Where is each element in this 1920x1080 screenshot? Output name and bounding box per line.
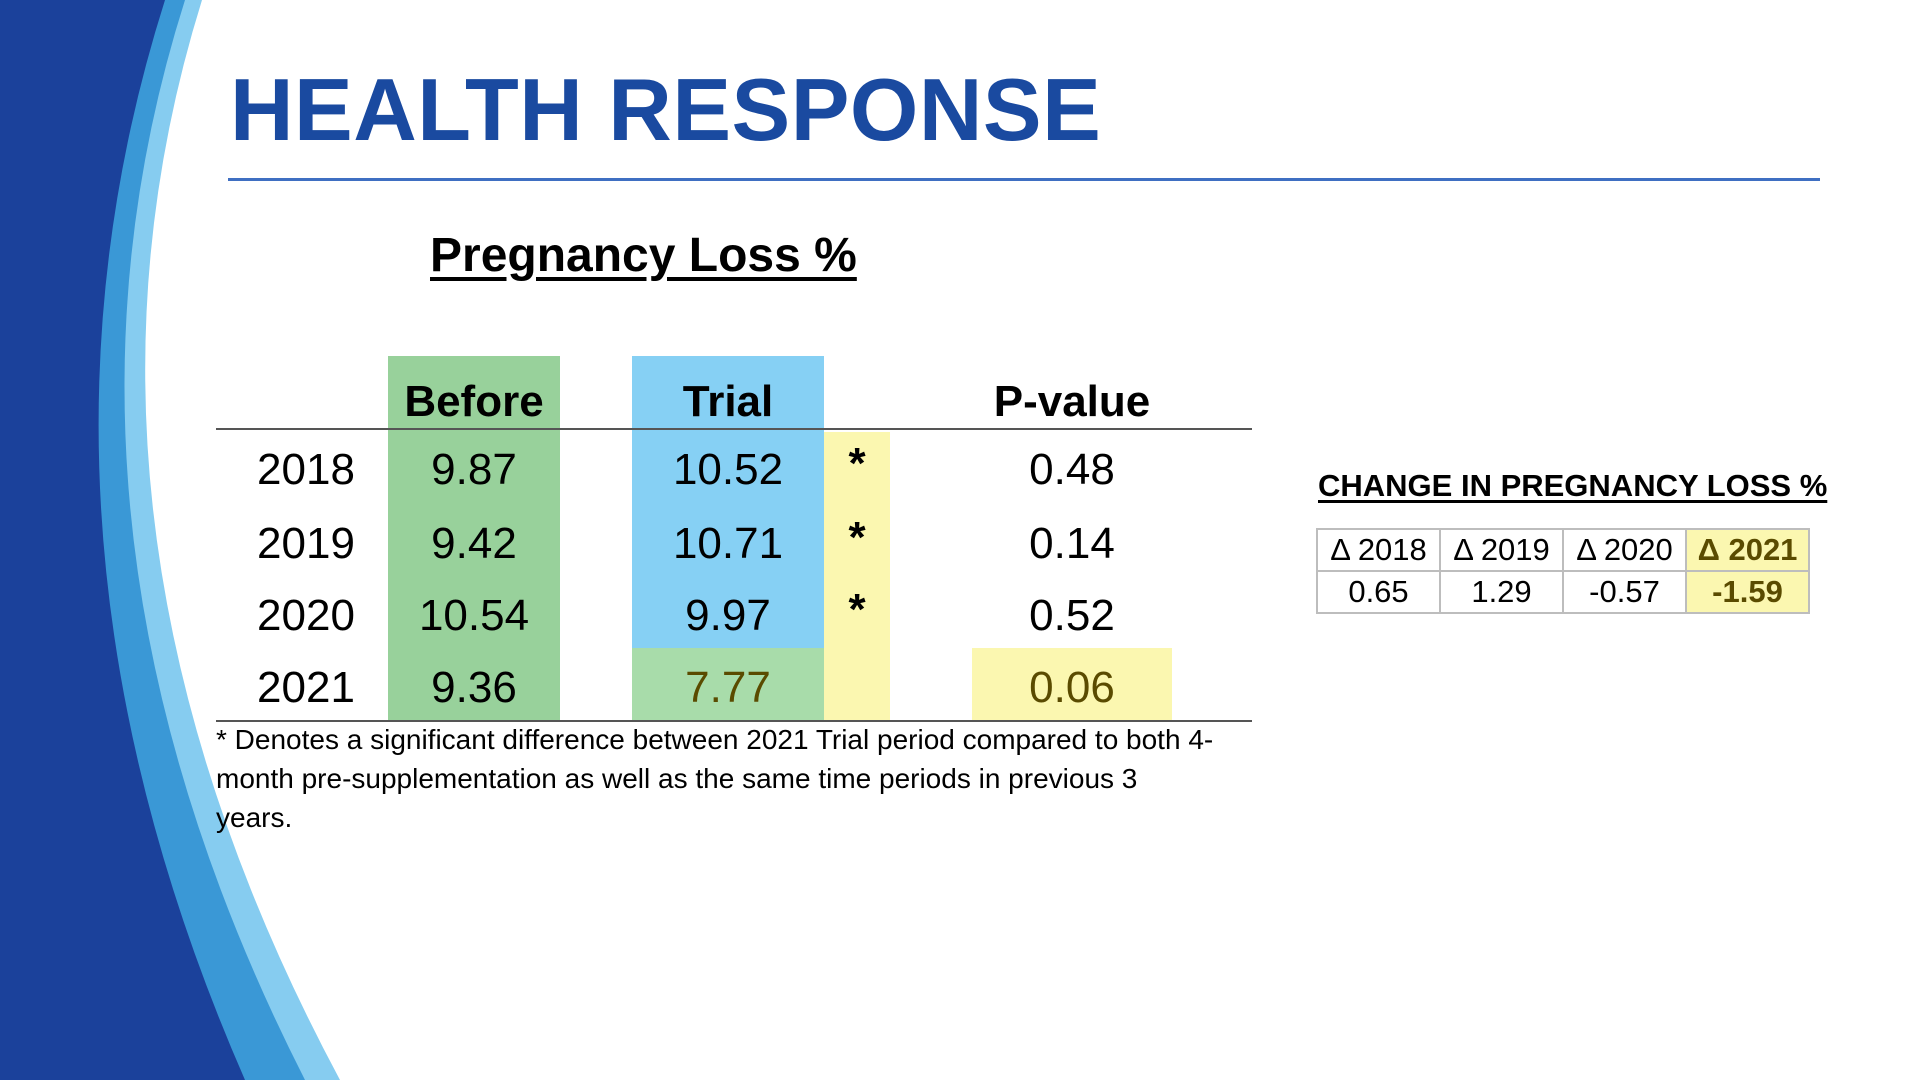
table-row: 2019 9.42 10.71 * 0.14	[216, 512, 1252, 584]
row-year: 2018	[257, 445, 355, 494]
table-header-row: Before Trial P-value	[216, 356, 1252, 428]
row-pvalue: 0.06	[1029, 663, 1115, 712]
row-year: 2020	[257, 591, 355, 640]
row-pvalue: 0.14	[1029, 519, 1115, 568]
table-row: 2020 10.54 9.97 * 0.52	[216, 584, 1252, 656]
change-value-2021: -1.59	[1685, 570, 1810, 614]
row-before-value: 10.54	[418, 591, 530, 640]
row-before-value: 9.36	[431, 663, 517, 712]
change-header-2019: Δ 2019	[1439, 528, 1564, 572]
trial-2021-highlight	[632, 648, 824, 720]
change-in-pregnancy-loss-table: Δ 2018 Δ 2019 Δ 2020 Δ 2021 0.65 1.29 -0…	[1316, 528, 1810, 614]
change-table-heading: CHANGE IN PREGNANCY LOSS %	[1318, 468, 1828, 503]
change-header-2018: Δ 2018	[1316, 528, 1441, 572]
table-row: 2018 9.87 10.52 * 0.48	[216, 438, 1252, 510]
pvalue-2021-highlight	[972, 648, 1172, 720]
significance-column-highlight	[824, 432, 890, 720]
row-trial-value: 7.77	[685, 663, 771, 712]
row-year: 2019	[257, 519, 355, 568]
header-pvalue: P-value	[993, 377, 1151, 426]
row-trial-value: 10.52	[672, 445, 784, 494]
pregnancy-loss-heading: Pregnancy Loss %	[430, 229, 857, 282]
header-rule	[216, 428, 1252, 430]
before-column-highlight	[388, 356, 560, 720]
change-header-2020: Δ 2020	[1562, 528, 1687, 572]
row-trial-value: 10.71	[672, 519, 784, 568]
significance-mark: *	[848, 513, 866, 562]
change-header-2021: Δ 2021	[1685, 528, 1810, 572]
row-year: 2021	[257, 663, 355, 712]
header-trial: Trial	[682, 377, 774, 426]
title-divider	[228, 178, 1820, 181]
change-value-row: 0.65 1.29 -0.57 -1.59	[1316, 570, 1810, 614]
table-row: 2021 9.36 7.77 0.06	[216, 656, 1252, 728]
change-header-row: Δ 2018 Δ 2019 Δ 2020 Δ 2021	[1316, 528, 1810, 572]
change-value-2018: 0.65	[1316, 570, 1441, 614]
significance-mark: *	[848, 585, 866, 634]
significance-footnote: * Denotes a significant difference betwe…	[216, 724, 1214, 833]
change-value-2020: -0.57	[1562, 570, 1687, 614]
row-pvalue: 0.48	[1029, 445, 1115, 494]
significance-mark: *	[848, 439, 866, 488]
slide-title: HEALTH RESPONSE	[230, 60, 1102, 159]
trial-column-highlight	[632, 356, 824, 648]
table-bottom-rule	[216, 720, 1252, 722]
row-pvalue: 0.52	[1029, 591, 1115, 640]
change-value-2019: 1.29	[1439, 570, 1564, 614]
swoosh-dark-band	[0, 0, 245, 1080]
row-trial-value: 9.97	[685, 591, 771, 640]
header-before: Before	[404, 377, 544, 426]
row-before-value: 9.87	[431, 445, 517, 494]
row-before-value: 9.42	[431, 519, 517, 568]
